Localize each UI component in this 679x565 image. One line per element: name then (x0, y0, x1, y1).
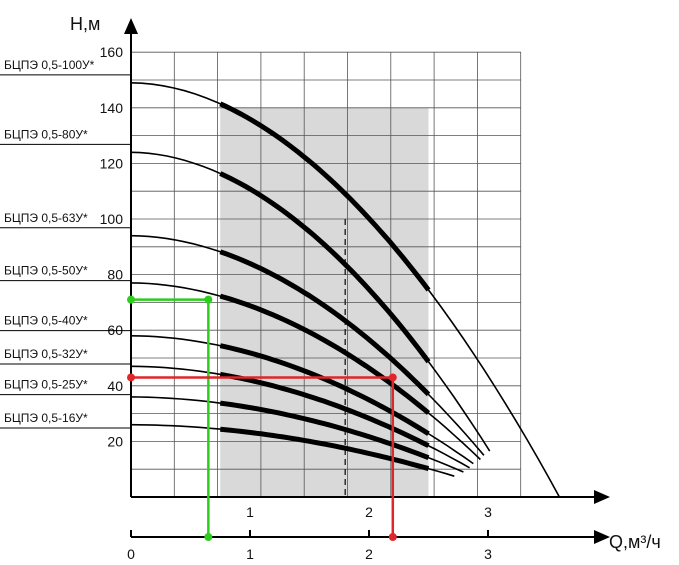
y-tick-label: 160 (100, 44, 124, 60)
y-axis-title: H,м (70, 14, 100, 34)
y-tick-label: 80 (107, 267, 123, 283)
operating-point-dot (388, 533, 397, 541)
pump-curve-working-segment (219, 171, 431, 364)
pump-curves (130, 82, 561, 498)
x-axis-arrow-icon (594, 490, 610, 504)
pump-label: БЦПЭ 0,5-50У* (4, 264, 88, 278)
operating-point-dot (127, 373, 135, 382)
x-tick-label-lower: 3 (484, 546, 492, 562)
x-tick-label-lower: 0 (127, 546, 135, 562)
operating-point-dot (388, 373, 397, 382)
pump-label: БЦПЭ 0,5-40У* (4, 314, 88, 328)
operating-point-dot (127, 295, 135, 304)
operating-point-dot (204, 533, 213, 541)
y-tick-label: 20 (107, 433, 123, 449)
x-tick-label-upper: 2 (365, 504, 373, 520)
y-axis-arrow-icon (124, 18, 138, 34)
y-tick-label: 120 (100, 155, 124, 171)
x-tick-label-upper: 3 (484, 504, 492, 520)
y-tick-label: 140 (100, 100, 124, 116)
x-tick-label-lower: 1 (246, 546, 254, 562)
y-tick-label: 100 (100, 211, 124, 227)
pump-label: БЦПЭ 0,5-100У* (4, 58, 95, 72)
x-axis-lower-arrow-icon (594, 530, 610, 544)
operating-point-dot (204, 295, 213, 304)
x-tick-label-lower: 2 (365, 546, 373, 562)
pump-label: БЦПЭ 0,5-80У* (4, 127, 88, 141)
x-tick-label-upper: 1 (246, 504, 254, 520)
y-tick-label: 40 (107, 378, 123, 394)
pump-label: БЦПЭ 0,5-63У* (4, 211, 88, 225)
pump-label: БЦПЭ 0,5-32У* (4, 347, 88, 361)
annotation-lines (127, 295, 397, 541)
pump-curve-working-segment (219, 249, 431, 397)
pump-label: БЦПЭ 0,5-25У* (4, 378, 88, 392)
pump-label: БЦПЭ 0,5-16У* (4, 411, 88, 425)
pump-curve-working-segment (219, 101, 431, 292)
x-axis-title: Q,м³/ч (609, 532, 661, 552)
